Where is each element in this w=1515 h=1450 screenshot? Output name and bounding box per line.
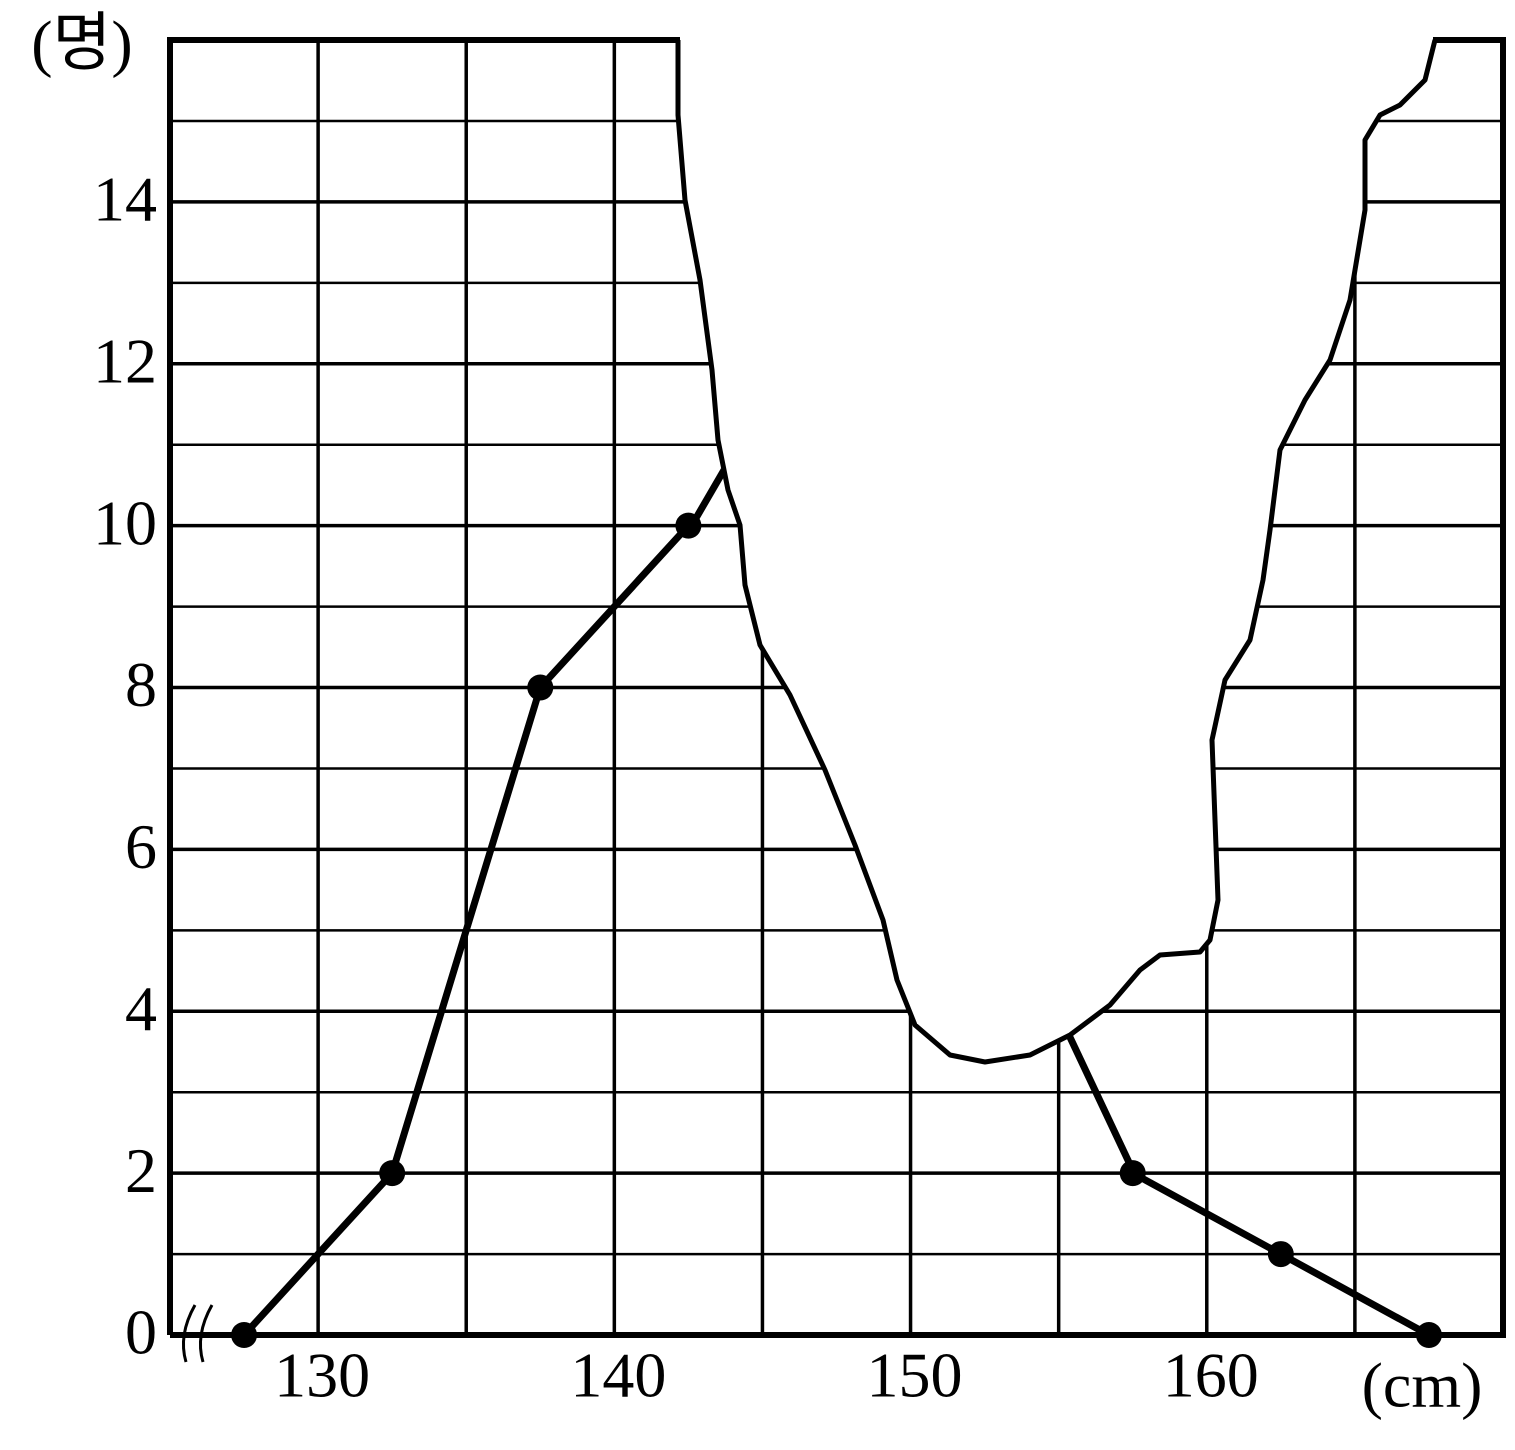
data-point [527,674,554,701]
y-tick-label: 14 [93,164,157,235]
torn-edge [675,39,1438,1065]
y-tick-label: 8 [125,649,157,720]
y-tick-label: 2 [125,1135,157,1206]
data-point [379,1160,406,1187]
frame [167,37,1506,1363]
y-tick-label: 12 [93,325,157,396]
data-point [231,1322,258,1348]
y-tick-label: 10 [93,487,157,558]
y-tick-label: 4 [125,973,157,1044]
marks: 0 2 4 6 8 10 12 14 130 140 150 160 [93,164,1442,1411]
y-axis-label: (명) [31,8,133,79]
x-axis-label: (cm) [1362,1350,1483,1421]
torn-area [678,30,1435,1062]
line-stub [1064,1031,1138,1175]
x-tick-label: 140 [570,1340,666,1411]
y-tick-label: 0 [125,1297,157,1368]
x-tick-label: 160 [1163,1340,1259,1411]
data-line [241,523,691,1338]
line-stub [688,468,728,527]
data-point [1415,1322,1442,1348]
x-tick-label: 130 [274,1340,370,1411]
data-point [1119,1160,1146,1187]
axis-break [182,1304,214,1363]
x-tick-label: 150 [867,1340,963,1411]
data-point [675,512,702,539]
y-tick-label: 6 [125,811,157,882]
data-point [1267,1241,1294,1268]
